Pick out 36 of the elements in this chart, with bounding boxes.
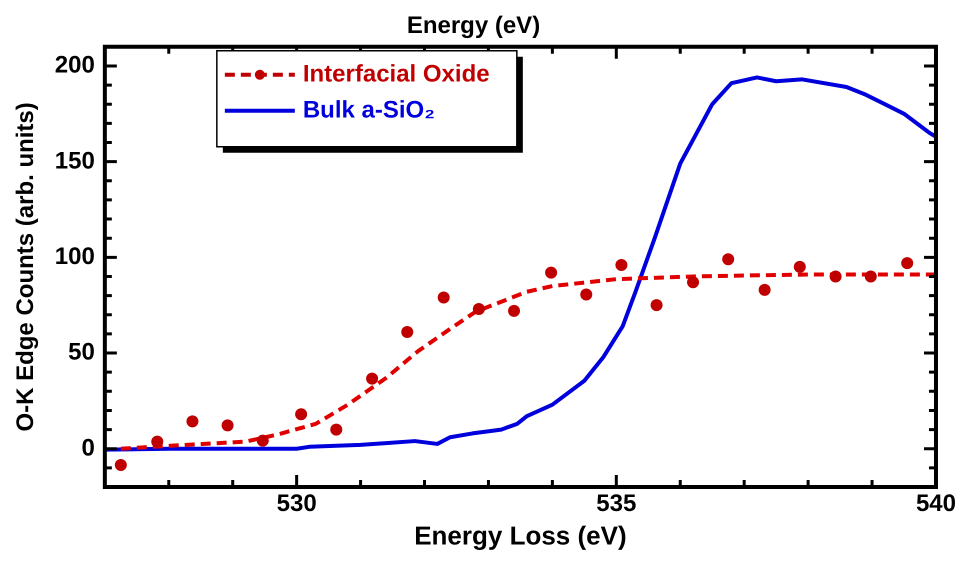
point: [794, 260, 806, 273]
point: [114, 458, 127, 471]
y-tick-label: 0: [81, 434, 95, 462]
point: [256, 434, 269, 447]
point: [508, 304, 520, 317]
x-tick-label: 540: [916, 490, 956, 518]
y-tick-label: 150: [54, 147, 95, 174]
y-tick-label: 100: [54, 242, 95, 270]
point: [151, 436, 164, 448]
point: [438, 292, 450, 304]
point: [295, 408, 308, 420]
point: [366, 372, 378, 385]
point: [615, 258, 628, 271]
point: [830, 270, 842, 282]
chart-title: Energy (eV): [406, 12, 540, 40]
point: [401, 326, 414, 338]
point: [687, 276, 700, 288]
x-tick-label: 535: [596, 490, 636, 518]
x-tick-label: 530: [276, 490, 317, 518]
point: [580, 288, 592, 300]
point: [650, 299, 663, 312]
point: [472, 303, 485, 316]
y-tick-label: 200: [54, 52, 95, 79]
point: [722, 253, 734, 266]
point: [545, 266, 558, 279]
point: [901, 257, 914, 270]
point: [186, 415, 198, 428]
point: [864, 270, 877, 282]
point: [758, 284, 771, 296]
legend-label: Interfacial Oxide: [302, 60, 490, 88]
y-tick-label: 50: [68, 338, 95, 366]
y-axis-title: O-K Edge Counts (arb. units): [12, 102, 40, 432]
point: [330, 424, 342, 436]
x-axis-title: Energy Loss (eV): [414, 520, 627, 551]
point: [222, 419, 234, 432]
legend-label: Bulk a-SiO₂: [302, 96, 435, 124]
